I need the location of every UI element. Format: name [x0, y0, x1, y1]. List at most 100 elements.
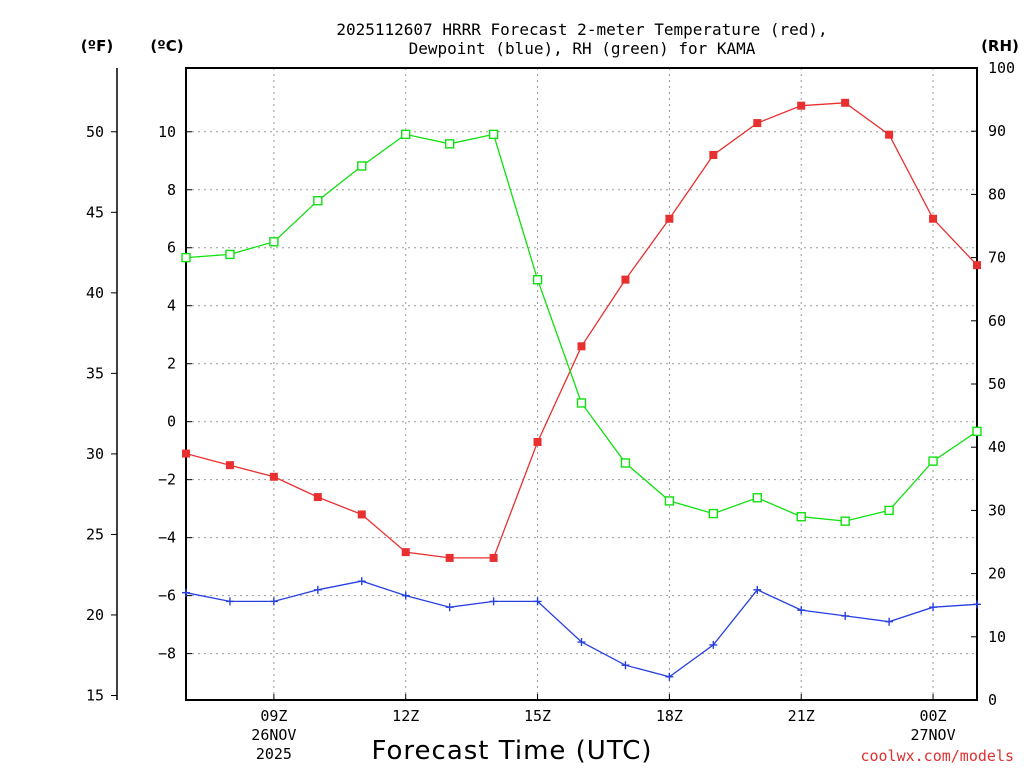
rh-point [884, 505, 894, 516]
rh-tick-label: 60 [988, 312, 1006, 330]
fahrenheit-tick-label: 50 [86, 123, 104, 141]
rh-tick-label: 70 [988, 249, 1006, 267]
dewpoint-point [225, 597, 234, 606]
fahrenheit-tick-label: 25 [86, 525, 104, 543]
rh-point [576, 398, 587, 408]
temperature-point [225, 461, 234, 470]
temperature-point [313, 493, 322, 502]
rh-point [313, 196, 323, 206]
rh-point [225, 249, 235, 260]
x-tick-label: 00Z [920, 707, 947, 725]
rh-point [532, 275, 543, 285]
dewpoint-point [665, 672, 674, 681]
x-tick-label: 15Z [524, 707, 551, 725]
temperature-point [489, 553, 498, 562]
dewpoint-point [533, 597, 542, 606]
rh-tick-label: 80 [988, 185, 1006, 203]
x-axis-label: Forecast Time (UTC) [371, 736, 652, 766]
x-tick-label: 18Z [656, 707, 683, 725]
dewpoint-point [401, 591, 410, 600]
celsius-tick-label: −8 [158, 645, 176, 663]
rh-point [928, 456, 938, 466]
chart-title-line-1: 2025112607 HRRR Forecast 2-meter Tempera… [336, 20, 827, 39]
fahrenheit-tick-label: 40 [86, 284, 104, 302]
rh-unit-label: (RH) [981, 37, 1019, 55]
dewpoint-point [885, 617, 894, 626]
fahrenheit-tick-label: 20 [86, 606, 104, 624]
celsius-tick-label: 2 [167, 355, 176, 373]
dewpoint-point [753, 585, 762, 594]
temperature-point [753, 119, 762, 128]
celsius-tick-label: −6 [158, 587, 176, 605]
dewpoint-point [929, 603, 938, 612]
temperature-point [797, 101, 806, 110]
temperature-point [445, 553, 454, 562]
rh-point [620, 458, 631, 468]
dewpoint-point [797, 606, 806, 615]
dewpoint-point [621, 661, 630, 670]
temperature-point [401, 548, 410, 557]
temperature-point [709, 150, 718, 159]
fahrenheit-tick-label: 30 [86, 445, 104, 463]
rh-tick-label: 50 [988, 375, 1006, 393]
celsius-tick-label: 0 [167, 413, 176, 431]
rh-point [664, 496, 675, 506]
dewpoint-point [357, 577, 366, 586]
dewpoint-point [973, 600, 981, 609]
dewpoint-point [841, 611, 850, 620]
dewpoint-point [445, 603, 454, 612]
temperature-point [357, 510, 366, 519]
temperature-point [533, 437, 542, 446]
rh-point [840, 516, 850, 526]
celsius-tick-label: 8 [167, 181, 176, 199]
grid [186, 68, 977, 700]
temperature-line [185, 102, 978, 559]
celsius-tick-label: 4 [167, 297, 176, 315]
temperature-point [973, 261, 981, 270]
rh-tick-label: 40 [988, 438, 1006, 456]
dewpoint-point [269, 597, 278, 606]
temperature-point [577, 342, 586, 351]
temperature-point [841, 98, 850, 107]
rh-point [444, 139, 455, 149]
plot-frame [185, 67, 978, 701]
rh-tick-label: 90 [988, 122, 1006, 140]
x-tick-label: 12Z [392, 707, 419, 725]
temperature-point [182, 449, 190, 458]
x-tick-date-label: 26NOV [251, 726, 296, 744]
dewpoint-point [577, 638, 586, 647]
rh-point [269, 237, 279, 247]
dewpoint-point [313, 585, 322, 594]
celsius-tick-label: 6 [167, 239, 176, 257]
rh-tick-label: 0 [988, 691, 997, 709]
fahrenheit-tick-label: 45 [86, 203, 104, 221]
fahrenheit-tick-label: 15 [86, 686, 104, 704]
temperature-point [621, 275, 630, 284]
rh-point [752, 493, 762, 503]
rh-point [488, 129, 499, 140]
rh-point [181, 252, 191, 263]
credit-text: coolwx.com/models [860, 747, 1014, 765]
rh-tick-label: 100 [988, 59, 1015, 77]
rh-tick-label: 10 [988, 628, 1006, 646]
rh-point [796, 512, 806, 522]
celsius-tick-label: −2 [158, 471, 176, 489]
rh-line [185, 133, 978, 522]
rh-point [357, 161, 367, 171]
dewpoint-point [709, 640, 718, 649]
series [181, 98, 982, 681]
rh-point [972, 426, 982, 437]
x-tick-label: 09Z [260, 707, 287, 725]
celsius-tick-label: −4 [158, 529, 176, 547]
x-tick-date-label: 27NOV [910, 726, 955, 744]
rh-point [708, 508, 719, 519]
fahrenheit-tick-label: 35 [86, 364, 104, 382]
celsius-tick-label: 10 [158, 123, 176, 141]
temperature-point [885, 130, 894, 139]
x-tick-year-label: 2025 [256, 745, 292, 763]
temperature-point [269, 472, 278, 481]
rh-point [401, 129, 411, 140]
